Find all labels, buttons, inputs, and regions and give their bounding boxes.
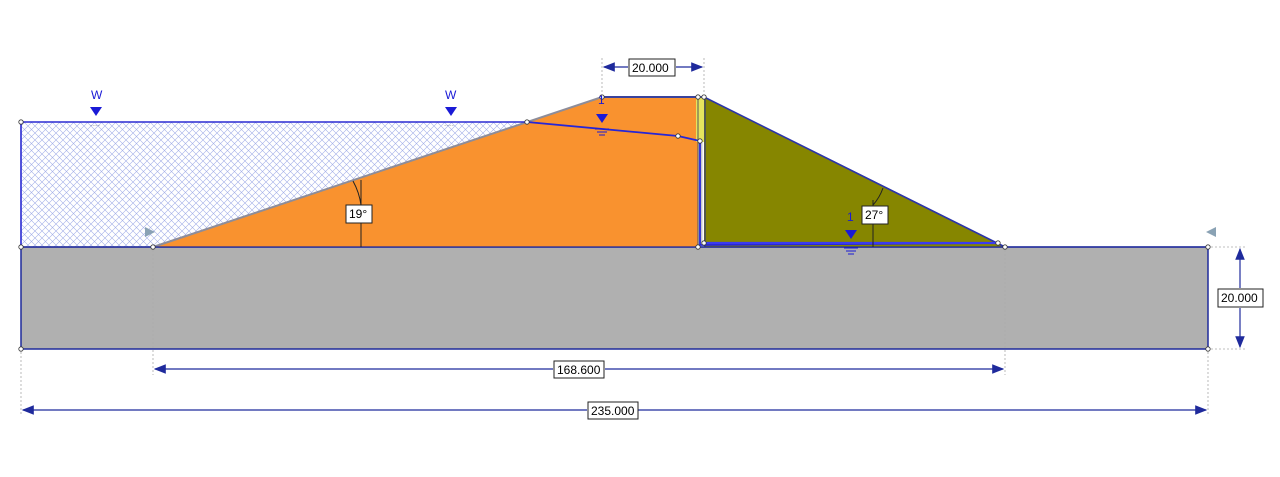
phreatic-marker-upstream[interactable]: 1 bbox=[595, 93, 609, 136]
vertex-nodes[interactable] bbox=[18, 94, 1211, 352]
water-triangle-icon bbox=[596, 114, 608, 123]
water-marker-left-label: W bbox=[91, 88, 103, 102]
dimension-extension-lines bbox=[20, 58, 1245, 416]
upstream-angle-label: 19° bbox=[349, 207, 367, 221]
left-boundary-marker-icon bbox=[145, 227, 155, 237]
filter-strip[interactable] bbox=[696, 97, 705, 142]
upstream-embankment[interactable] bbox=[153, 97, 698, 247]
base-width-dimension[interactable]: 168.600 bbox=[153, 360, 1005, 379]
crest-width-value: 20.000 bbox=[632, 61, 669, 75]
phreatic-marker-downstream[interactable]: 1 bbox=[844, 210, 858, 255]
water-triangle-icon bbox=[445, 107, 457, 116]
base-width-value: 168.600 bbox=[557, 363, 601, 377]
total-width-value: 235.000 bbox=[591, 404, 635, 418]
svg-text:~~~~: ~~~~ bbox=[90, 123, 101, 127]
downstream-slope-outline bbox=[703, 96, 1006, 248]
reservoir-water-region bbox=[21, 122, 527, 247]
foundation-layer[interactable] bbox=[20, 246, 1209, 350]
downstream-angle-label: 27° bbox=[865, 208, 883, 222]
right-boundary-marker-icon bbox=[1206, 227, 1216, 237]
water-triangle-icon bbox=[90, 107, 102, 116]
water-marker-right-label: W bbox=[445, 88, 457, 102]
water-triangle-icon bbox=[845, 230, 857, 239]
foundation-depth-value: 20.000 bbox=[1221, 291, 1258, 305]
total-width-dimension[interactable]: 235.000 bbox=[21, 401, 1208, 420]
downstream-angle-annotation: 27° bbox=[861, 187, 889, 247]
foundation-depth-dimension[interactable]: 20.000 bbox=[1217, 247, 1264, 349]
phreatic-marker-upstream-label: 1 bbox=[598, 93, 605, 107]
water-marker-left[interactable]: W ~~~~ bbox=[90, 88, 103, 127]
svg-text:~~~~: ~~~~ bbox=[444, 123, 455, 127]
phreatic-marker-downstream-label: 1 bbox=[847, 210, 854, 224]
water-marker-right[interactable]: W ~~~~ bbox=[444, 88, 457, 127]
crest-width-dimension[interactable]: 20.000 bbox=[602, 58, 704, 77]
upstream-angle-annotation: 19° bbox=[345, 180, 373, 247]
